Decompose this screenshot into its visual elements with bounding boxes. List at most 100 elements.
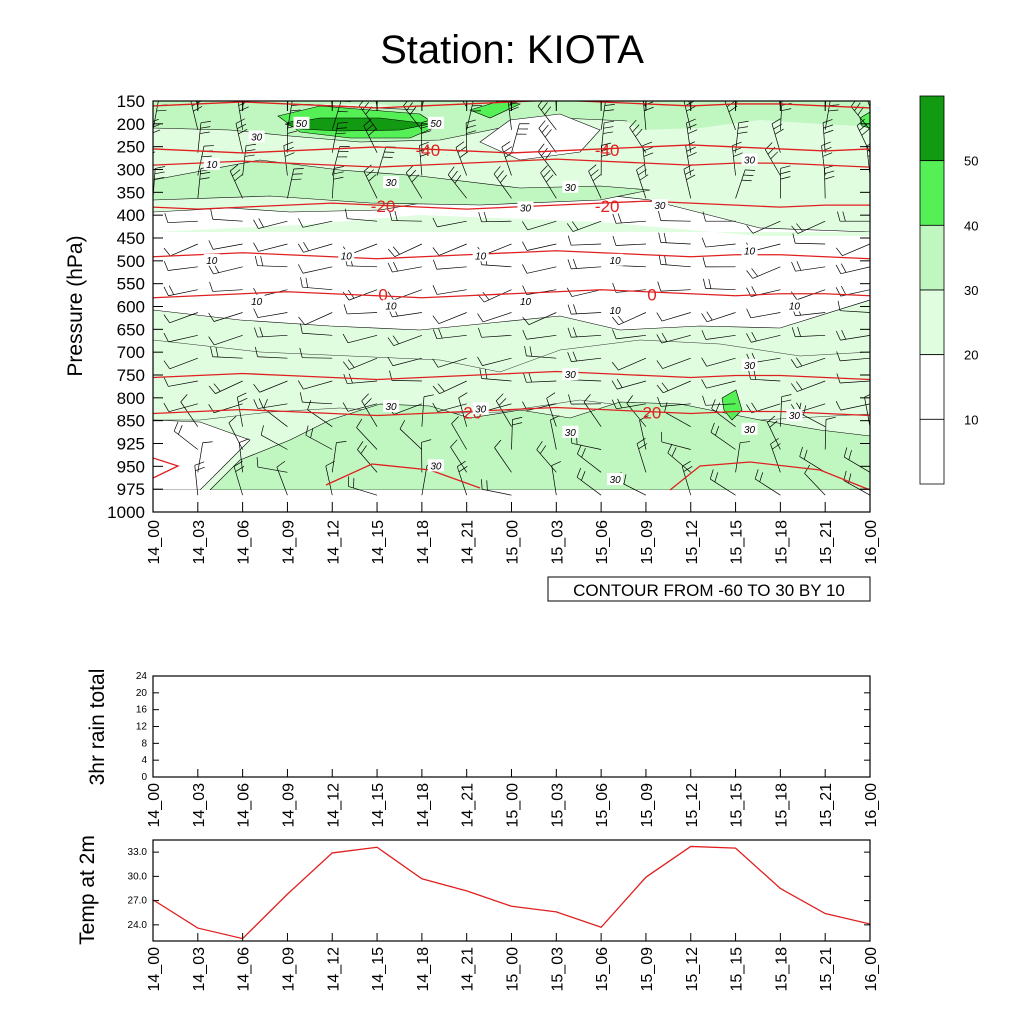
wind-contour-panel: -40-40-20-200020205050303030303030101010… (64, 92, 880, 602)
temperature-contour-label: -20 (595, 197, 620, 216)
wind-barb (348, 486, 378, 496)
wind-barb (421, 465, 428, 496)
wind-barb (391, 380, 422, 382)
wind-barb (867, 101, 870, 108)
pressure-tick-label: 150 (117, 92, 145, 111)
time-tick-label: 15_03 (549, 947, 566, 992)
time-tick-label: 15_18 (773, 520, 790, 565)
wind-barb (169, 357, 198, 370)
wind-barb (213, 312, 243, 322)
wind-speed-label: 10 (206, 160, 218, 171)
colorbar-label: 30 (964, 283, 978, 298)
time-tick-label: 15_06 (594, 783, 611, 828)
rain-tick-label: 12 (136, 722, 148, 733)
wind-barb (356, 427, 378, 450)
rain-tick-label: 4 (141, 755, 147, 766)
wind-barb (257, 403, 288, 409)
temperature-contours (153, 101, 870, 491)
wind-barb (636, 443, 647, 473)
wind-barb (167, 220, 198, 224)
wind-barb (662, 357, 691, 369)
wind-barb (724, 101, 736, 130)
wind-barb (856, 125, 870, 153)
pressure-axis-label: Pressure (hPa) (64, 235, 87, 376)
wind-barb (212, 289, 243, 292)
wind-speed-label: 30 (744, 361, 756, 372)
wind-speed-label: 30 (565, 370, 577, 381)
wind-barb (616, 334, 646, 340)
time-tick-label: 14_21 (460, 783, 477, 828)
temperature-line (153, 845, 870, 940)
wind-barb (212, 218, 243, 222)
wind-barb (168, 380, 198, 387)
wind-barb (331, 442, 337, 473)
colorbar-swatch (919, 354, 945, 420)
contour-info-box (547, 576, 871, 602)
wind-barb (706, 312, 736, 323)
wind-barb (421, 101, 424, 108)
wind-barb (197, 122, 202, 153)
wind-barb (549, 420, 557, 450)
wind-barb (421, 396, 425, 427)
wind-speed-label: 10 (610, 256, 622, 267)
pressure-tick-label: 600 (117, 298, 145, 317)
contour-fills (153, 101, 870, 512)
wind-barb (438, 312, 467, 324)
wind-barb (257, 334, 288, 338)
time-tick-label: 15_03 (549, 520, 566, 565)
wind-speed-label: 30 (520, 203, 532, 214)
pressure-tick-label: 700 (117, 343, 145, 362)
wind-barb (526, 243, 557, 251)
wind-barb (394, 243, 423, 257)
time-tick-label: 15_18 (773, 947, 790, 992)
wind-barb (840, 380, 870, 384)
wind-barb (302, 266, 333, 274)
wind-barb (526, 334, 557, 340)
wind-barb (546, 398, 557, 427)
rain-tick-label: 0 (141, 772, 147, 783)
wind-barb (771, 123, 781, 153)
wind-barb (527, 220, 557, 231)
wind-barb (618, 481, 647, 496)
temperature-contour-label: 0 (378, 286, 387, 305)
time-tick-label: 14_03 (191, 947, 208, 992)
pressure-tick-label: 350 (117, 183, 145, 202)
wind-barb (304, 312, 333, 326)
time-tick-label: 15_03 (549, 783, 566, 828)
temperature-axis-label: Temp at 2m (76, 835, 99, 945)
wind-barb (197, 442, 204, 473)
wind-barb (795, 242, 826, 245)
wind-barb (616, 380, 647, 390)
wind-barb (363, 171, 378, 199)
wind-barb (258, 243, 288, 252)
wind-barb (484, 289, 512, 303)
wind-barb (664, 411, 691, 427)
wind-barb (770, 443, 781, 473)
time-tick-label: 14_18 (415, 520, 432, 565)
wind-barb (197, 168, 202, 199)
wind-barb (305, 434, 333, 450)
time-tick-label: 14_00 (146, 783, 163, 828)
wind-barb (257, 265, 288, 268)
wind-speed-label: 10 (206, 256, 218, 267)
wind-speed-label: 10 (520, 297, 532, 308)
wind-barb (705, 288, 736, 291)
time-tick-label: 14_12 (325, 783, 342, 828)
wind-barb (236, 397, 243, 427)
colorbar-swatch (919, 95, 945, 162)
wind-barb (618, 357, 647, 371)
time-tick-label: 14_21 (460, 520, 477, 565)
wind-speed-label: 30 (475, 404, 487, 415)
wind-barb (257, 312, 288, 318)
temp-tick-label: 24.0 (128, 920, 148, 931)
wind-barb (465, 122, 468, 153)
wind-barb (257, 356, 288, 359)
wind-barb (168, 403, 198, 413)
wind-barb (212, 356, 243, 359)
pressure-tick-label: 500 (117, 252, 145, 271)
time-tick-label: 16_00 (863, 783, 880, 828)
wind-barb (436, 266, 467, 270)
pressure-axis: 1502002503003504004505005506006507007508… (107, 92, 870, 522)
wind-speed-label: 50 (430, 119, 442, 130)
wind-barb (494, 447, 512, 473)
